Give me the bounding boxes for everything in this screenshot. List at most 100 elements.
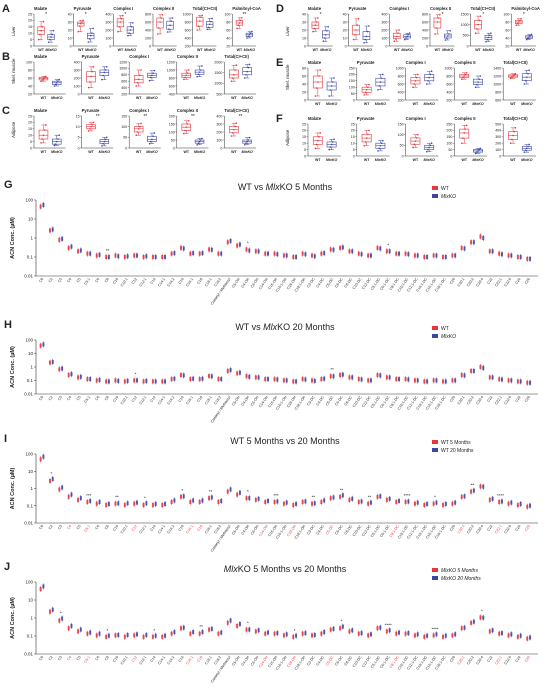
wt-point <box>451 501 454 506</box>
x-label-wt: WT <box>510 102 516 106</box>
y-tick-label: 60 <box>28 76 32 80</box>
x-tick-label: C16-OH <box>267 395 278 408</box>
ko-point <box>398 251 401 256</box>
ko-point <box>304 252 307 257</box>
wt-point <box>513 74 516 76</box>
x-tick-label: C20:4 <box>475 395 484 405</box>
significance-mark: ** <box>239 114 243 120</box>
ko-point <box>519 633 522 638</box>
significance-mark: * <box>50 471 52 476</box>
ko-point <box>482 615 485 620</box>
x-tick-label: C14 <box>150 395 157 403</box>
ko-point <box>58 134 60 136</box>
ko-point <box>117 501 120 506</box>
wt-point <box>470 368 473 373</box>
x-tick-label: C22:6 <box>503 655 512 665</box>
ko-point <box>89 630 92 635</box>
x-label-wt: WT <box>136 96 142 100</box>
ko-point <box>42 454 45 459</box>
wt-point <box>385 629 388 634</box>
x-tick-label: C4-DC <box>315 277 325 289</box>
wt-point <box>282 253 285 258</box>
y-tick-label: 200 <box>398 98 404 102</box>
x-label-ko: MlxKO <box>241 96 253 100</box>
y-tick-label: 600 <box>185 28 191 32</box>
tissue-label: Skel. muscle <box>11 58 16 84</box>
y-tick-label: 10 <box>28 598 34 603</box>
wt-point <box>385 249 388 254</box>
x-tick-label: C10-DC <box>352 277 363 290</box>
ko-point <box>42 202 45 207</box>
wt-point <box>282 633 285 638</box>
y-tick-label: 100 <box>25 580 33 585</box>
significance-mark: *** <box>273 493 279 498</box>
wt-point <box>470 489 473 494</box>
ko-point <box>379 81 382 83</box>
wt-point <box>432 501 435 506</box>
significance-mark: * <box>247 489 249 494</box>
x-tick-label: C14:1 <box>157 277 166 287</box>
wt-point <box>226 368 229 373</box>
x-tick-label: C22 <box>486 524 493 532</box>
wt-point <box>183 132 185 135</box>
wt-point <box>414 80 417 82</box>
ko-point <box>528 69 531 72</box>
ko-point <box>427 80 429 82</box>
x-tick-label: C2 <box>48 655 54 661</box>
wt-point <box>183 78 185 81</box>
legend-swatch <box>432 194 438 198</box>
significance-mark: ** <box>368 495 372 500</box>
ko-point <box>482 236 485 240</box>
wt-point <box>58 367 61 372</box>
ko-point <box>379 144 382 147</box>
wt-point <box>89 81 91 83</box>
ko-point <box>51 477 54 482</box>
x-tick-label: C22 <box>486 277 493 285</box>
y-tick-label: 0 <box>353 154 355 158</box>
wt-point <box>186 123 189 125</box>
ko-point <box>49 38 51 41</box>
ko-point <box>210 626 213 631</box>
x-tick-label: C8 <box>104 524 110 530</box>
wt-point <box>412 86 414 88</box>
wt-point <box>230 80 233 82</box>
y-tick-label: 0 <box>109 44 111 48</box>
ko-point <box>435 500 438 505</box>
ko-point <box>238 490 241 495</box>
wt-point <box>451 253 454 258</box>
ko-point <box>519 255 522 259</box>
y-tick-label: 5 <box>353 148 355 152</box>
wt-point <box>355 29 357 31</box>
chart-title: Malate <box>308 60 322 65</box>
x-label-wt: WT <box>136 150 142 154</box>
wt-point <box>86 251 89 256</box>
y-tick-label: 10 <box>302 36 306 40</box>
legend-label: MlxKO <box>441 334 456 340</box>
y-tick-label: 100 <box>25 452 33 457</box>
y-tick-label: 600 <box>145 20 151 24</box>
wt-point <box>40 29 42 32</box>
wt-point <box>329 496 332 501</box>
ko-point <box>196 75 198 78</box>
wt-point <box>320 251 323 256</box>
wt-point <box>395 499 398 504</box>
wt-point <box>39 457 42 462</box>
acn-panel-I: I WT 5 Months vs 20 Months WT 5 Months WT 2… <box>4 433 538 553</box>
x-tick-label: C10:1 <box>120 655 129 665</box>
x-tick-label: C16-OH <box>267 655 278 668</box>
wt-point <box>282 378 285 383</box>
wt-point <box>184 129 186 132</box>
y-tick-label: 800 <box>121 73 127 77</box>
wt-point <box>442 634 445 639</box>
y-tick-label: 0 <box>220 146 222 150</box>
ko-point <box>126 254 129 259</box>
x-tick-label: C18-OH <box>286 395 297 408</box>
ko-point <box>490 32 492 34</box>
wt-point <box>179 373 182 378</box>
ko-point <box>285 632 288 637</box>
significance-mark: ** <box>242 12 246 18</box>
y-tick-label: 150 <box>349 79 355 83</box>
ko-point <box>276 631 279 636</box>
